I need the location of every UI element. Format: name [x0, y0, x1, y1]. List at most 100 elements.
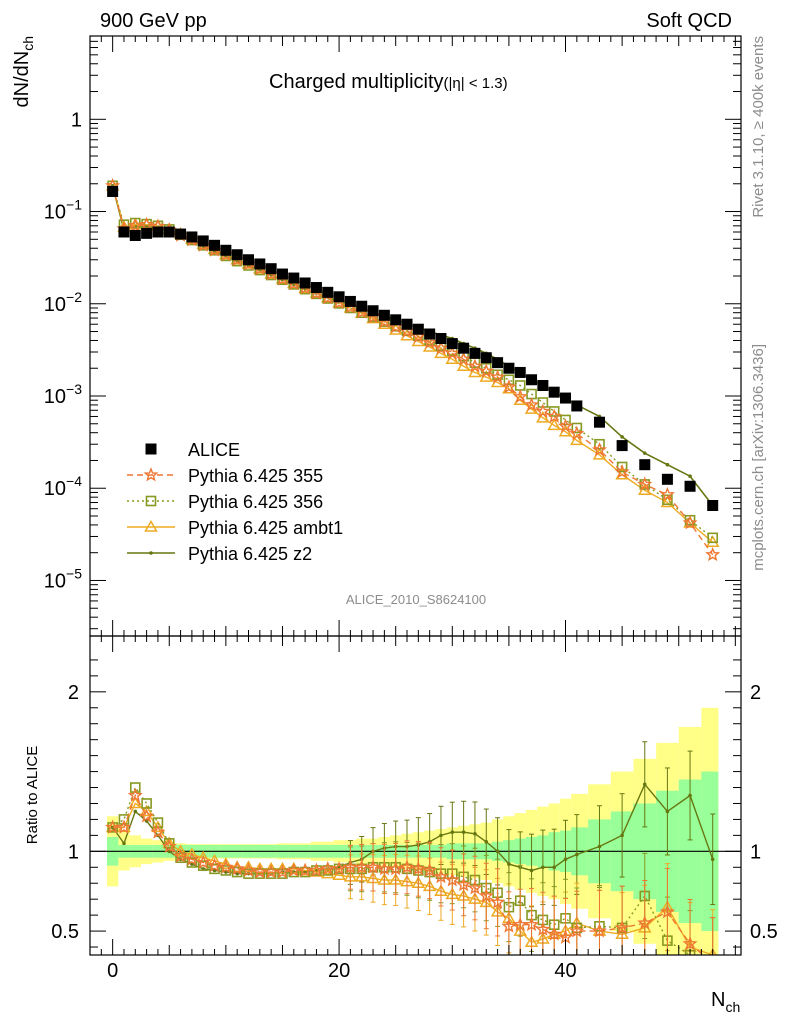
ratio-point-p355: [274, 864, 291, 879]
data-point-alice: [322, 286, 334, 298]
series-line-p355: [111, 185, 714, 556]
data-point-p355: [546, 408, 562, 423]
ratio-point-p356: [186, 857, 198, 868]
ratio-point-p355: [707, 957, 718, 968]
y-tick-label-base: 10: [44, 294, 66, 316]
data-point-alice: [333, 291, 345, 303]
data-point-alice: [684, 480, 696, 492]
data-point-p355: [422, 334, 438, 349]
ratio-point-p355: [229, 860, 245, 876]
ratio-point-p355: [127, 787, 143, 802]
y-tick-label: 10−2: [44, 289, 82, 316]
legend-marker: [145, 443, 157, 455]
data-point-alice: [129, 229, 141, 241]
data-point-p355: [512, 388, 528, 404]
data-point-alice: [424, 328, 436, 340]
y-tick-label: 1: [71, 109, 82, 131]
data-point-alice: [254, 258, 266, 270]
ratio-point-p355: [569, 923, 585, 938]
ratio-point-p355: [342, 859, 358, 874]
data-point-ambt1: [570, 433, 584, 446]
y-tick-label-exp: −5: [66, 565, 82, 581]
ratio-point-ambt1: [128, 796, 143, 809]
ratio-point-z2: [495, 849, 500, 854]
ratio-point-z2: [552, 865, 556, 870]
x-axis-label-main: N: [711, 989, 725, 1011]
ratio-point-p356: [322, 865, 334, 876]
ratio-point-p355: [388, 860, 404, 876]
ratio-point-z2: [461, 830, 466, 834]
ratio-point-p355: [591, 923, 608, 938]
data-point-ambt1: [536, 410, 550, 423]
ratio-point-p355: [116, 819, 132, 834]
data-point-p355: [682, 515, 698, 530]
legend-marker: [143, 467, 159, 482]
legend-entry-p356: Pythia 6.425 356: [127, 492, 323, 512]
data-point-alice: [446, 338, 458, 350]
ratio-point-p356: [299, 866, 311, 878]
data-point-alice: [310, 282, 322, 294]
ratio-point-p355: [331, 860, 347, 876]
data-point-alice: [503, 362, 515, 374]
data-point-alice: [469, 347, 481, 359]
ratio-point-p355: [207, 857, 223, 873]
ratio-point-p355: [320, 860, 336, 876]
ratio-point-p355: [433, 868, 449, 884]
data-point-ambt1: [468, 365, 482, 378]
legend-label: Pythia 6.425 z2: [188, 544, 312, 564]
series-alice: [107, 185, 719, 511]
data-point-alice: [175, 228, 187, 240]
data-point-alice: [526, 374, 538, 386]
ratio-y-tick-label-right: 0.5: [750, 921, 778, 943]
y-tick-label-base: 1: [71, 109, 82, 131]
data-point-z2: [688, 474, 692, 479]
ratio-y-axis-label: Ratio to ALICE: [24, 746, 41, 844]
data-point-p355: [127, 217, 143, 233]
plot-title-main: Charged multiplicity: [269, 71, 444, 93]
ratio-point-p355: [637, 915, 653, 930]
data-point-p356: [594, 438, 605, 450]
ratio-point-z2: [133, 809, 138, 814]
x-axis-label-sub: ch: [725, 999, 740, 1015]
ratio-point-p355: [161, 838, 177, 853]
data-point-p355: [490, 369, 506, 384]
analysis-id: ALICE_2010_S8624100: [346, 592, 486, 607]
data-point-alice: [141, 227, 153, 239]
data-point-ambt1: [456, 359, 471, 372]
data-point-p355: [637, 476, 653, 491]
legend-label: Pythia 6.425 356: [188, 492, 323, 512]
data-point-p355: [614, 464, 630, 479]
ratio-point-p356: [708, 958, 717, 967]
ratio-point-p356: [209, 863, 220, 875]
ratio-y-tick-label-left: 0.5: [51, 921, 79, 943]
ratio-plot-panel: Ratio to ALICE 0.5 0.51 12 20 20 40: [24, 635, 778, 982]
data-point-alice: [356, 300, 368, 312]
data-point-alice: [707, 499, 719, 511]
ratio-point-p355: [286, 862, 302, 877]
ratio-point-p355: [490, 894, 506, 909]
data-point-p356: [560, 414, 571, 426]
ratio-point-p356: [254, 868, 266, 879]
mcplots-label: mcplots.cern.ch [arXiv:1306.3436]: [750, 344, 767, 571]
y-tick-label-base: 10: [44, 570, 66, 592]
main-plot-panel: Charged multiplicity(|η| < 1.3) ALICE_20…: [11, 35, 742, 637]
ratio-point-p355: [376, 860, 392, 876]
ratio-point-p355: [354, 859, 370, 874]
data-point-alice: [514, 366, 526, 378]
legend-label: Pythia 6.425 355: [188, 466, 323, 486]
legend-entry-z2: Pythia 6.425 z2: [127, 544, 312, 564]
y-tick-label-exp: −2: [66, 289, 82, 305]
ratio-point-z2: [473, 831, 477, 836]
ratio-point-p355: [218, 859, 234, 874]
ratio-point-z2: [484, 839, 489, 844]
ratio-point-p355: [139, 808, 155, 823]
y-tick-label: 10−1: [44, 197, 82, 224]
data-point-ambt1: [705, 535, 720, 547]
data-point-alice: [480, 352, 492, 364]
data-point-alice: [367, 305, 379, 317]
data-point-alice: [265, 263, 277, 275]
y-tick-label: 10−4: [44, 473, 82, 500]
ratio-plot-frame: [89, 635, 742, 956]
ratio-point-p355: [535, 921, 551, 936]
ratio-point-p355: [184, 851, 200, 866]
